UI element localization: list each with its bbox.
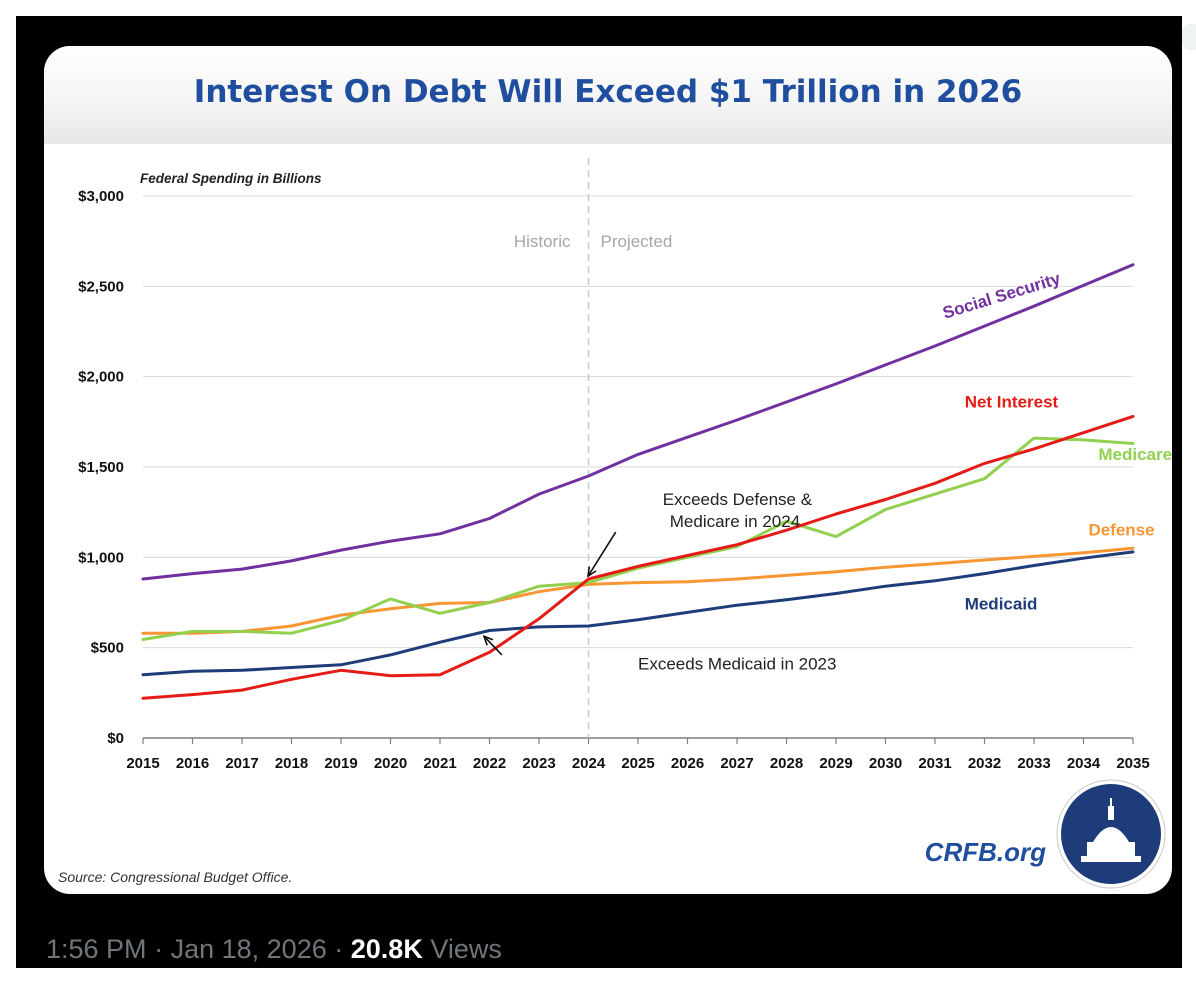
annotation-arrow [589,531,617,575]
x-tick-label: 2025 [621,755,654,772]
crfb-site-label: CRFB.org [925,837,1046,867]
x-tick-label: 2031 [918,755,951,772]
x-tick-label: 2022 [473,755,506,772]
annotation-arrow [485,637,503,656]
x-tick-label: 2030 [869,755,902,772]
post-time: 1:56 PM [46,934,147,964]
y-axis-title: Federal Spending in Billions [140,171,322,186]
views-label: Views [430,934,502,964]
series-line-net-interest [141,414,1135,700]
x-tick-label: 2026 [671,755,704,772]
series-label-defense: Defense [1088,521,1154,540]
series-line-defense [141,546,1135,635]
capitol-dome-icon [1081,798,1141,862]
historic-label: Historic [514,232,571,251]
meta-separator: · [154,934,164,964]
y-tick-label: $2,500 [78,278,124,295]
series-line-medicare [141,436,1135,641]
projected-label: Projected [601,232,673,251]
x-tick-label: 2019 [324,755,357,772]
annotation-line: Exceeds Defense & [663,490,813,509]
series-label-medicare: Medicare [1098,445,1172,464]
y-tick-label: $2,000 [78,369,124,386]
series-label-net-interest: Net Interest [965,392,1059,411]
x-tick-label: 2021 [423,755,456,772]
x-tick-label: 2015 [126,755,159,772]
x-tick-label: 2028 [770,755,803,772]
x-tick-label: 2017 [225,755,258,772]
x-tick-label: 2035 [1116,755,1149,772]
x-tick-label: 2018 [275,755,308,772]
x-tick-label: 2033 [1017,755,1050,772]
series-label-medicaid: Medicaid [965,595,1038,614]
views-count: 20.8K [350,934,423,964]
annotation-text: Exceeds Defense & Medicare in 2024 [663,490,813,531]
x-tick-label: 2020 [374,755,407,772]
y-tick-label: $3,000 [78,188,124,205]
source-note: Source: Congressional Budget Office. [58,869,292,885]
x-tick-label: 2024 [572,755,606,772]
x-tick-label: 2016 [176,755,209,772]
x-tick-label: 2027 [720,755,753,772]
x-tick-label: 2034 [1067,755,1101,772]
x-tick-label: 2029 [819,755,852,772]
chart-title: Interest On Debt Will Exceed $1 Trillion… [193,74,1023,110]
y-tick-label: $0 [107,730,124,747]
annotation-text: Exceeds Medicaid in 2023 [638,654,836,673]
line-chart: $0 $500 $1,000 $1,500 $2,000 $2,500 $3,000 Fede… [58,158,1172,889]
y-tick-label: $500 [91,640,124,657]
series-line-social-security [141,263,1135,581]
series-label-social-security: Social Security [941,269,1064,323]
meta-separator: · [334,934,344,964]
y-tick-label: $1,500 [78,459,124,476]
x-tick-label: 2032 [968,755,1001,772]
post-metadata: 1:56 PM · Jan 18, 2026 · 20.8K Views [46,934,502,965]
y-tick-label: $1,000 [78,549,124,566]
more-options-button[interactable] [1182,24,1196,50]
post-media-frame: Interest On Debt Will Exceed $1 Trillion… [16,16,1182,968]
chart-card[interactable]: Interest On Debt Will Exceed $1 Trillion… [44,46,1172,894]
annotation-line: Medicare in 2024 [670,512,800,531]
post-date: Jan 18, 2026 [170,934,327,964]
series-line-medicaid [141,550,1135,677]
x-tick-label: 2023 [522,755,555,772]
annotation-line: Exceeds Medicaid in 2023 [638,654,836,673]
title-band [44,46,1172,144]
